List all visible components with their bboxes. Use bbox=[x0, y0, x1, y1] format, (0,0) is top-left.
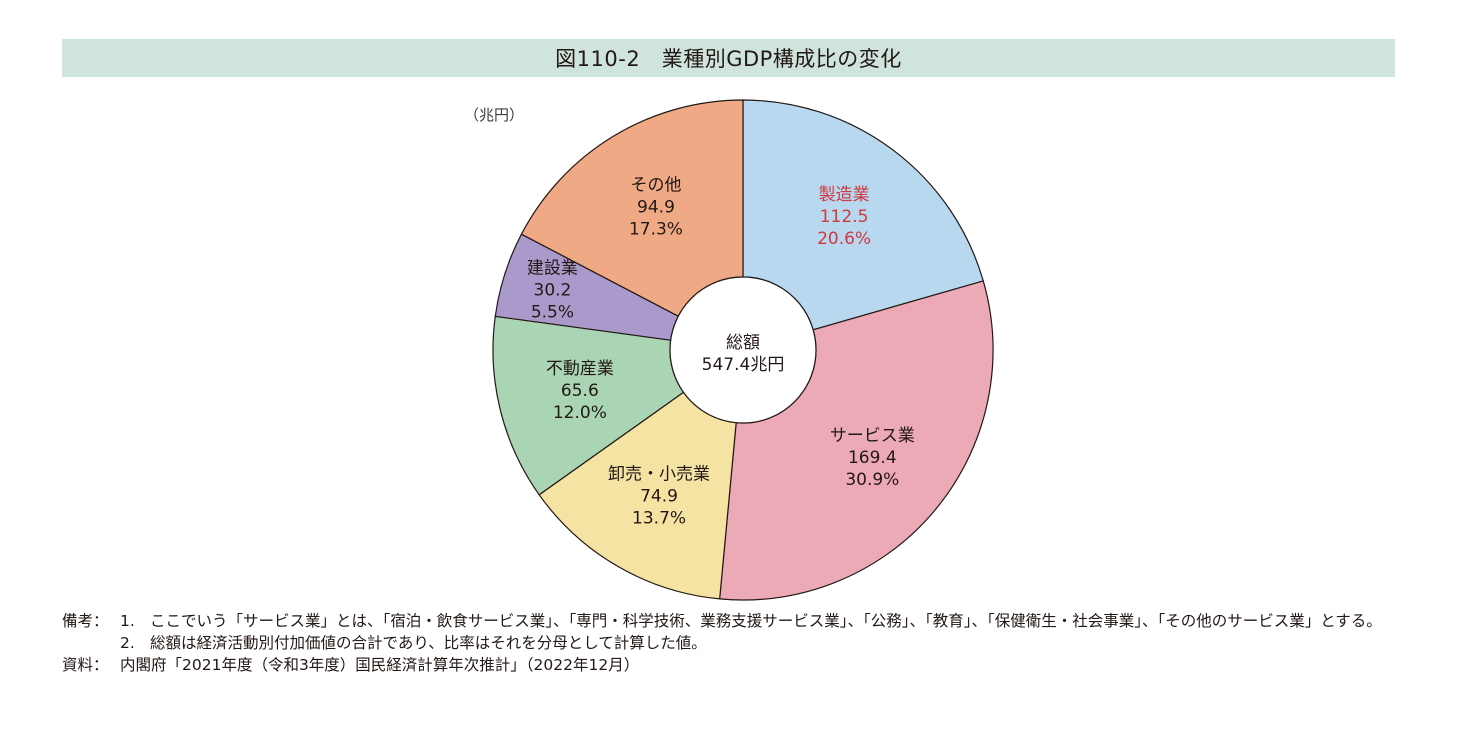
slice-3-value-label: 65.6 bbox=[561, 381, 599, 401]
slice-5-percent-label: 17.3% bbox=[629, 219, 683, 239]
notes: 備考： 1. ここでいう「サービス業」とは、「宿泊・飲食サービス業」、「専門・科… bbox=[62, 610, 1402, 676]
slice-3-name-label: 不動産業 bbox=[546, 359, 614, 379]
slice-1-percent-label: 30.9% bbox=[845, 470, 899, 490]
slice-2-percent-label: 13.7% bbox=[632, 509, 686, 529]
slice-1-value-label: 169.4 bbox=[848, 448, 897, 468]
slice-1-name-label: サービス業 bbox=[830, 426, 915, 446]
slice-0-name-label: 製造業 bbox=[819, 185, 870, 205]
slice-2-value-label: 74.9 bbox=[640, 487, 678, 507]
donut-center bbox=[669, 276, 817, 424]
slice-5-name-label: その他 bbox=[630, 175, 681, 195]
note-text-2: 総額は経済活動別付加価値の合計であり、比率はそれを分母として計算した値。 bbox=[150, 634, 707, 652]
slice-3-percent-label: 12.0% bbox=[553, 403, 607, 423]
note-2: 2. 総額は経済活動別付加価値の合計であり、比率はそれを分母として計算した値。 bbox=[62, 632, 1402, 654]
note-text-1: ここでいう「サービス業」とは、「宿泊・飲食サービス業」、「専門・科学技術、業務支… bbox=[150, 612, 1382, 630]
unit-label: （兆円） bbox=[464, 106, 525, 124]
note-1: 備考： 1. ここでいう「サービス業」とは、「宿泊・飲食サービス業」、「専門・科… bbox=[62, 610, 1402, 632]
note-text-source: 内閣府「2021年度（令和3年度）国民経済計算年次推計」（2022年12月） bbox=[120, 656, 640, 674]
center-total-label: 総額 bbox=[726, 333, 760, 353]
note-source: 資料： 内閣府「2021年度（令和3年度）国民経済計算年次推計」（2022年12… bbox=[62, 654, 1402, 676]
slice-0-percent-label: 20.6% bbox=[817, 229, 871, 249]
slice-4-value-label: 30.2 bbox=[534, 280, 572, 300]
note-number-2: 2. bbox=[120, 634, 135, 652]
chart-title: 図110-2 業種別GDP構成比の変化 bbox=[555, 47, 902, 71]
slice-5-value-label: 94.9 bbox=[637, 197, 675, 217]
center-total-value: 547.4兆円 bbox=[702, 355, 785, 375]
slice-0-value-label: 112.5 bbox=[820, 207, 869, 227]
slice-2-name-label: 卸売・小売業 bbox=[608, 465, 710, 485]
note-head-source: 資料： bbox=[62, 656, 109, 674]
chart-title-bar: 図110-2 業種別GDP構成比の変化 bbox=[62, 39, 1395, 77]
slice-4-percent-label: 5.5% bbox=[531, 302, 574, 322]
slice-4-name-label: 建設業 bbox=[527, 258, 578, 278]
note-head-remarks: 備考： bbox=[62, 612, 109, 630]
note-number-1: 1. bbox=[120, 612, 135, 630]
